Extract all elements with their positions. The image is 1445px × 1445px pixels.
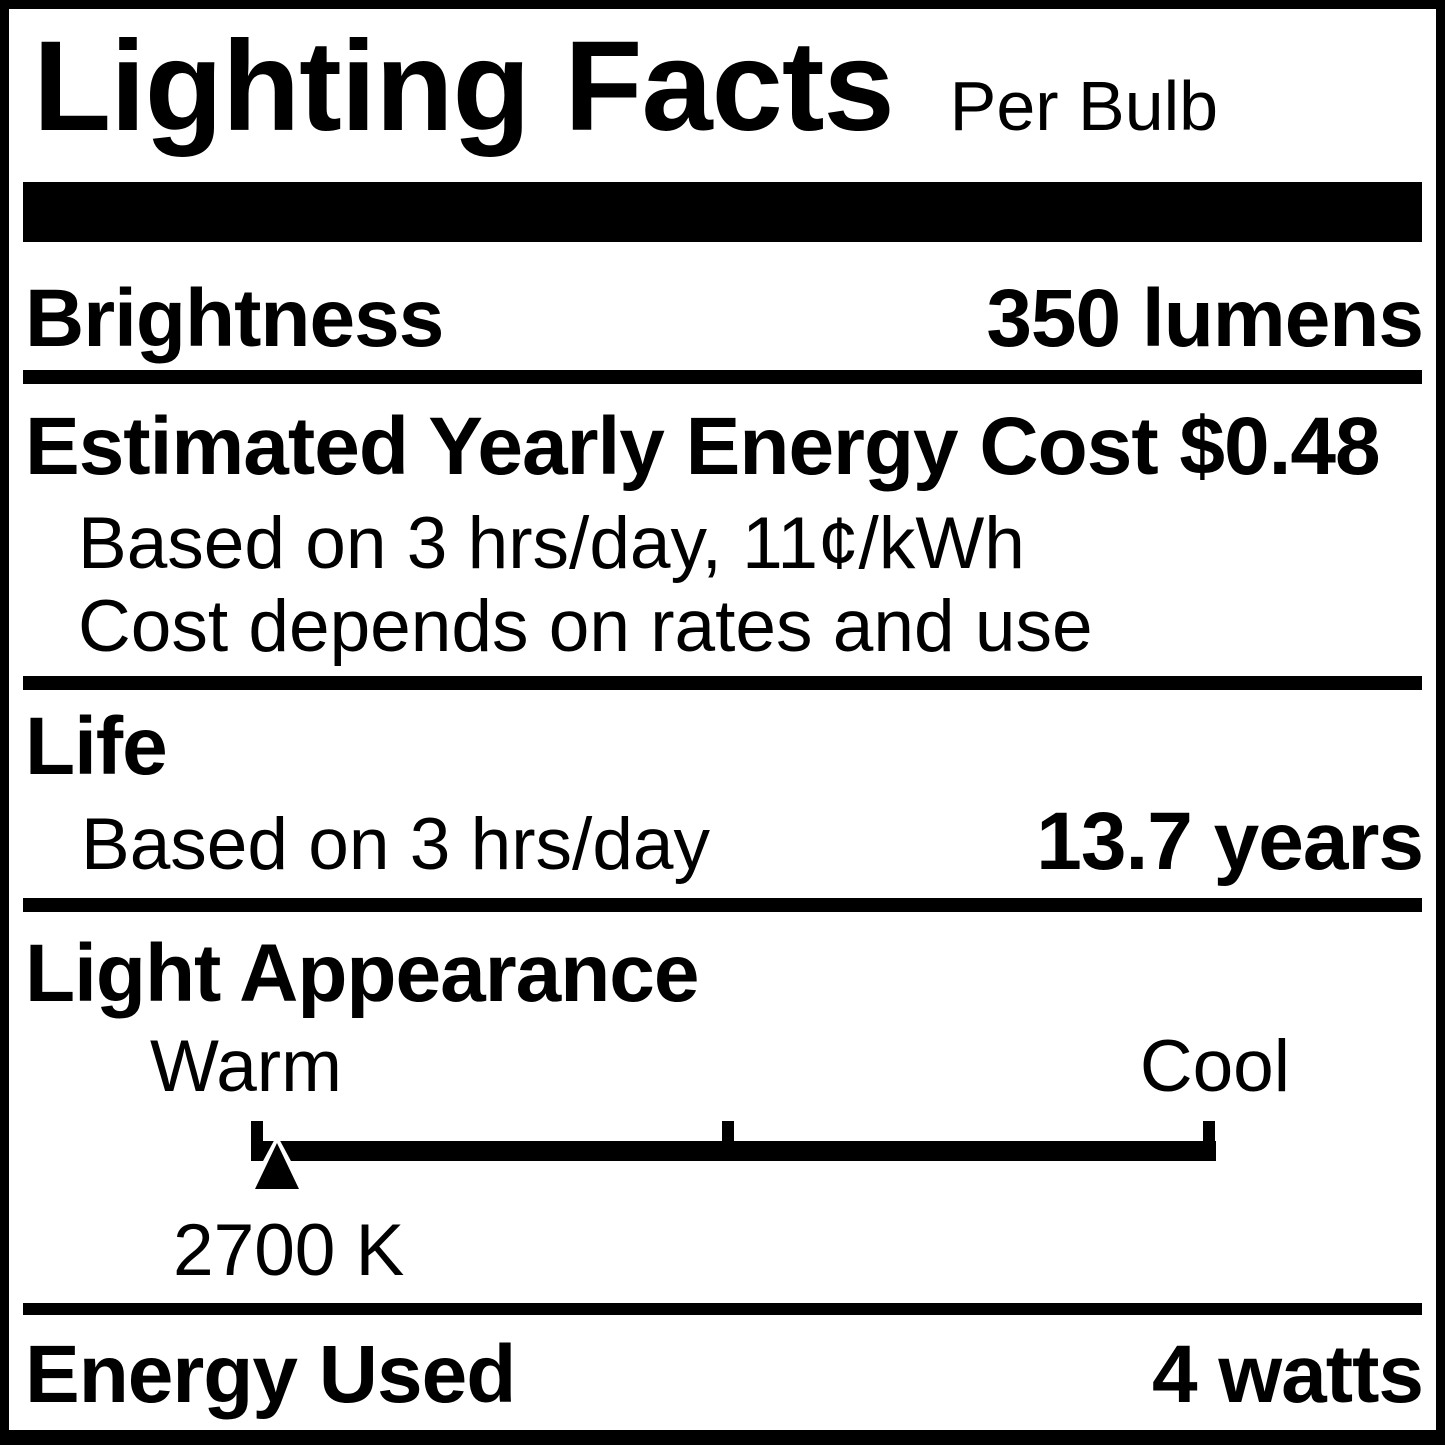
life-row: Based on 3 hrs/day 13.7 years (9, 799, 1436, 885)
energy-used-value: 4 watts (1152, 1328, 1424, 1420)
label-subtitle: Per Bulb (949, 67, 1219, 145)
label-header: Lighting Facts Per Bulb (33, 15, 1423, 158)
label-title: Lighting Facts (33, 15, 895, 158)
energy-used-label: Energy Used (25, 1328, 516, 1420)
cool-label: Cool (1139, 1025, 1290, 1107)
life-value: 13.7 years (1036, 796, 1424, 888)
section-divider (23, 898, 1422, 913)
energy-cost-basis: Based on 3 hrs/day, 11¢/kWh (78, 502, 1025, 584)
kelvin-value: 2700 K (173, 1210, 405, 1292)
energy-cost-note: Cost depends on rates and use (78, 585, 1093, 667)
header-separator-bar (23, 181, 1422, 242)
brightness-label: Brightness (25, 272, 444, 364)
energy-cost-heading: Estimated Yearly Energy Cost $0.48 (25, 400, 1381, 492)
brightness-value: 350 lumens (986, 272, 1424, 364)
energy-used-row: Energy Used 4 watts (9, 1328, 1436, 1420)
light-appearance-heading: Light Appearance (25, 928, 700, 1020)
life-heading: Life (25, 701, 168, 793)
brightness-row: Brightness 350 lumens (9, 272, 1436, 364)
scale-bar (251, 1141, 1216, 1162)
warm-label: Warm (150, 1025, 342, 1107)
life-basis: Based on 3 hrs/day (81, 804, 711, 886)
temperature-marker-icon (255, 1143, 299, 1190)
scale-endpoint-labels: Warm Cool (9, 1025, 1436, 1107)
color-temperature-scale (9, 1121, 1436, 1197)
section-divider (23, 1302, 1422, 1315)
section-divider (23, 369, 1422, 384)
section-divider (23, 676, 1422, 691)
